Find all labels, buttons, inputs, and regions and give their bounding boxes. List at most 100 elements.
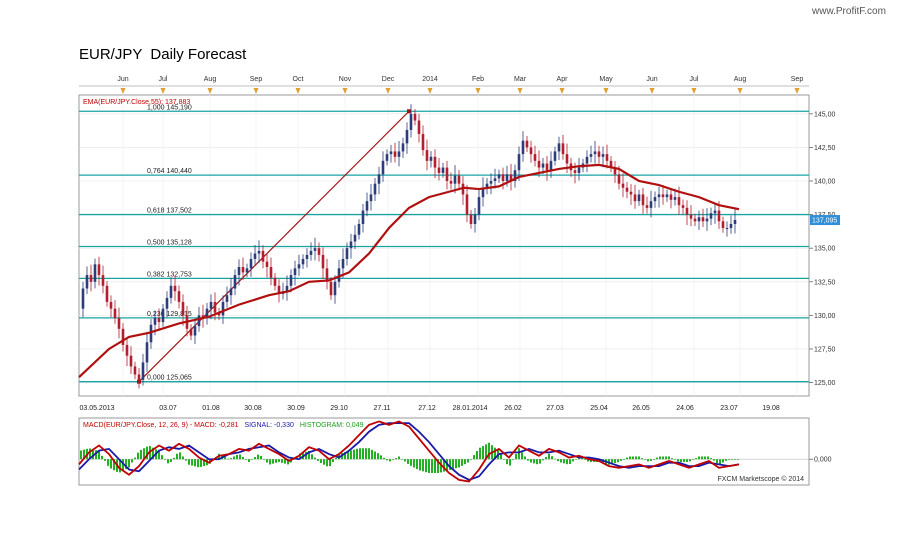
histogram-bar [251, 459, 253, 460]
candle-body [721, 221, 725, 229]
fib-label: 0,382 132,753 [147, 271, 192, 278]
histogram-bar [566, 459, 568, 465]
month-label: Nov [339, 76, 352, 83]
histogram-bar [329, 459, 331, 467]
histogram-bar [359, 448, 361, 460]
candle-body [137, 374, 141, 380]
candle-body [697, 217, 701, 222]
histogram-bar [407, 459, 409, 464]
candle-body [469, 214, 473, 224]
date-label: 01.08 [202, 405, 220, 412]
histogram-bar [683, 459, 685, 462]
candle-body [425, 150, 429, 161]
date-label: 25.04 [590, 405, 608, 412]
macd-panel-frame [78, 417, 810, 486]
histogram-bar [284, 459, 286, 464]
histogram-bar [323, 459, 325, 465]
histogram-bar [455, 459, 457, 469]
histogram-bar [299, 453, 301, 460]
signal-label: SIGNAL: -0,330 [244, 422, 294, 429]
candle-body [325, 268, 329, 282]
histogram-bar [383, 457, 385, 460]
month-marker [737, 88, 743, 94]
candle-body [709, 213, 713, 219]
histogram-bar [521, 452, 523, 460]
signal-line [78, 422, 740, 481]
macd-axis: 0,000 [809, 457, 832, 464]
histogram-bar [404, 459, 406, 462]
candle-body [645, 205, 649, 208]
histogram-bar [542, 459, 544, 461]
y-tick-label: 130,00 [814, 313, 836, 320]
histogram-bar [197, 459, 199, 468]
date-axis: 03.05.2013 03.07 01.08 30.08 30.09 29.10 27.11… [79, 405, 779, 412]
histogram-bar [224, 457, 226, 460]
candle-body [481, 187, 485, 198]
candle-body [677, 197, 681, 206]
histogram-bar [485, 444, 487, 460]
histogram-bar [563, 459, 565, 464]
candle-body [253, 253, 257, 259]
candle-body [621, 183, 625, 188]
date-label: 30.09 [287, 405, 305, 412]
histogram-bar [185, 459, 187, 461]
histogram-bar [680, 459, 682, 462]
histogram-bar [518, 448, 520, 460]
histogram-bar [554, 458, 556, 460]
candle-body [653, 197, 657, 202]
histogram-bar [167, 459, 169, 464]
histogram-bar [410, 459, 412, 466]
histogram-bar [488, 442, 490, 460]
histogram-bar [125, 459, 127, 470]
month-marker [794, 88, 800, 94]
candle-body [349, 241, 353, 249]
candle-body [421, 133, 425, 151]
candle-body [117, 318, 121, 329]
candle-body [529, 147, 533, 155]
histogram-bar [122, 459, 124, 471]
candle-body [641, 194, 645, 206]
candle-body [109, 301, 113, 309]
candle-body [637, 194, 641, 202]
histogram-bar [233, 456, 235, 460]
histogram-bar [287, 459, 289, 465]
price-axis: 145,00142,50140,00137,50135,00132,50130,… [809, 111, 840, 387]
histogram-bar [113, 459, 115, 471]
month-label: Dec [382, 76, 395, 83]
histogram-bar [95, 450, 97, 460]
candle-body [141, 362, 145, 380]
candle-body [229, 288, 233, 296]
histogram-bar [458, 459, 460, 468]
month-marker [517, 88, 523, 94]
histogram-bar [503, 459, 505, 460]
candle-body [521, 140, 525, 155]
histogram-bar [647, 459, 649, 462]
histogram-bar [230, 458, 232, 460]
candle-body [433, 156, 437, 168]
candle-body [553, 151, 557, 161]
histogram-bar [734, 459, 736, 460]
candle-body [609, 160, 613, 168]
histogram-bar [110, 459, 112, 469]
histogram-bar [671, 458, 673, 460]
histogram-bar [725, 459, 727, 461]
histogram-bar [626, 457, 628, 460]
candle-body [213, 301, 217, 313]
histogram-bar [512, 459, 514, 460]
histogram-bar [716, 459, 718, 464]
candle-body [369, 194, 373, 202]
candle-body [633, 194, 637, 202]
candle-body [589, 154, 593, 157]
candle-body [625, 187, 629, 192]
candle-body [245, 268, 249, 273]
source-label: FXCM Marketscope © 2014 [718, 475, 805, 483]
histogram-bar [620, 459, 622, 461]
histogram-bar [473, 455, 475, 460]
month-label: Jul [159, 76, 168, 83]
candle-body [485, 183, 489, 188]
histogram-bar [692, 459, 694, 460]
y-tick-label: 132,50 [814, 279, 836, 286]
candle-body [277, 285, 281, 294]
candle-body [289, 275, 293, 286]
histogram-bar [161, 455, 163, 460]
